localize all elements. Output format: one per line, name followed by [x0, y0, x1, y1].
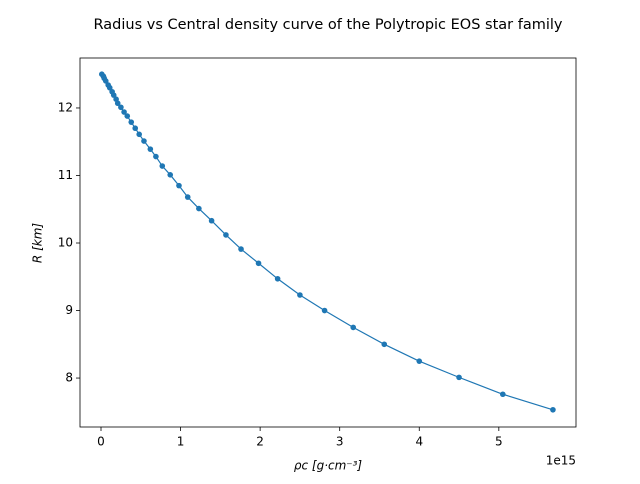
data-point — [114, 100, 121, 107]
data-point — [128, 119, 135, 125]
chart-title: Radius vs Central density curve of the P… — [94, 17, 563, 33]
x-tick-label: 2 — [256, 435, 264, 449]
y-tick-label: 9 — [65, 303, 73, 317]
data-point — [132, 125, 139, 132]
x-axis-label: ρc [g·cm⁻³] — [294, 459, 363, 473]
data-point — [223, 232, 229, 238]
data-point — [136, 131, 142, 138]
x-tick-label: 5 — [495, 435, 503, 449]
x-tick-label: 4 — [415, 435, 423, 449]
data-point — [110, 92, 117, 98]
data-point — [118, 104, 124, 111]
data-point — [159, 163, 166, 169]
y-tick-label: 11 — [58, 168, 73, 182]
data-point — [297, 292, 303, 298]
data-point — [141, 138, 147, 144]
x-offset-label: 1e15 — [546, 454, 576, 468]
data-point — [124, 113, 131, 119]
data-point — [153, 153, 159, 160]
data-point — [321, 307, 328, 314]
data-point — [167, 172, 174, 178]
data-point — [147, 146, 154, 152]
data-point — [184, 194, 191, 200]
data-point — [350, 324, 357, 331]
data-point — [255, 260, 262, 267]
data-point — [456, 374, 462, 381]
data-point — [121, 109, 127, 115]
data-point — [238, 246, 244, 252]
x-tick-label: 3 — [336, 435, 344, 449]
data-point — [550, 406, 556, 413]
data-line — [101, 73, 554, 411]
data-point — [106, 84, 113, 91]
data-point — [381, 341, 388, 348]
data-point — [176, 182, 182, 189]
data-point — [416, 358, 423, 364]
data-point — [500, 391, 506, 398]
x-tick-label: 1 — [177, 435, 185, 449]
y-tick-label: 12 — [58, 100, 73, 114]
y-tick-label: 8 — [65, 371, 73, 385]
y-tick-label: 10 — [58, 236, 73, 250]
data-point — [208, 217, 215, 224]
data-point — [274, 275, 281, 282]
data-point — [102, 78, 109, 84]
plot-frame — [79, 57, 577, 428]
y-axis-label: R [km] — [31, 223, 45, 263]
x-tick-label: 0 — [97, 435, 105, 449]
data-point — [196, 205, 202, 212]
